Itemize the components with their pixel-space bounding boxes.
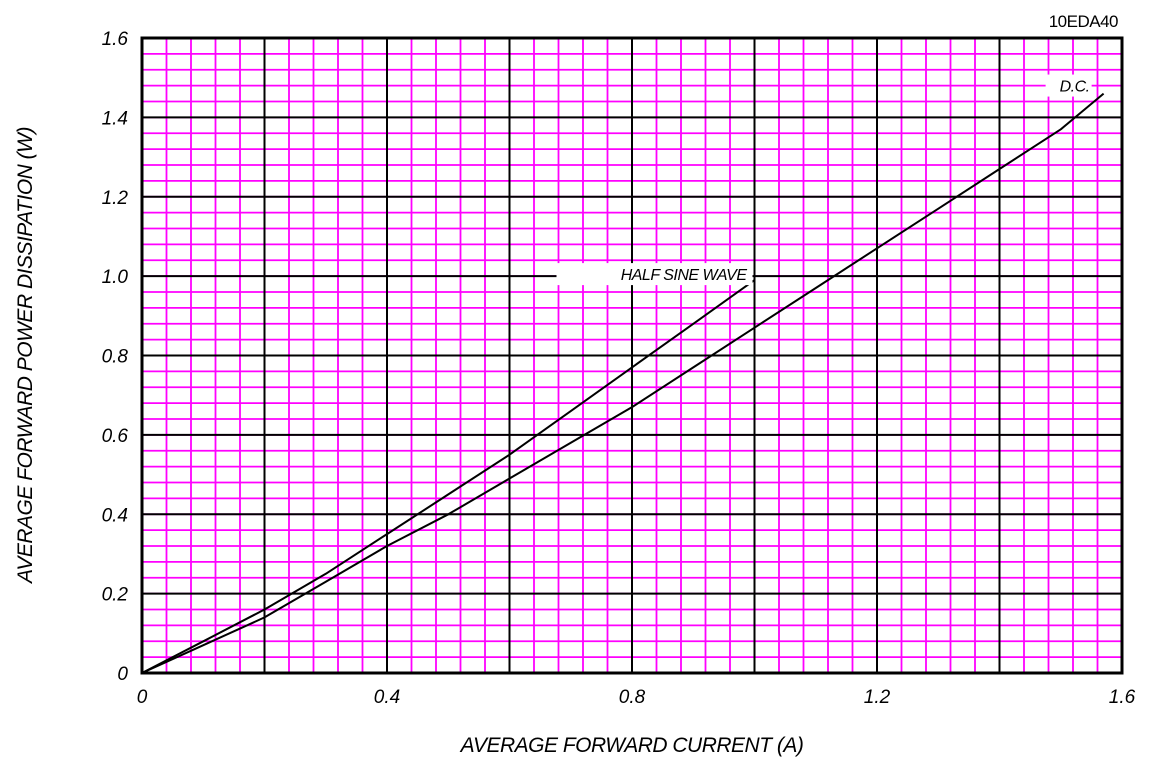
- y-axis-label: AVERAGE FORWARD POWER DISSIPATION (W): [14, 127, 37, 585]
- x-tick-label: 1.6: [1109, 687, 1136, 708]
- x-tick-label: 1.2: [864, 687, 891, 708]
- series-line-half-sine-wave: [141, 279, 756, 674]
- x-tick-label: 0.8: [619, 687, 646, 708]
- x-axis-label: AVERAGE FORWARD CURRENT (A): [459, 734, 804, 757]
- y-tick-label: 0.6: [102, 426, 129, 447]
- x-tick-label: 0: [137, 687, 148, 708]
- x-tick-labels: 0 0.4 0.8 1.2 1.6: [137, 687, 1136, 708]
- y-tick-label: 0: [117, 664, 128, 685]
- y-tick-label: 0.8: [102, 347, 129, 368]
- major-grid: [142, 38, 1122, 673]
- half-sine-label-bg: [556, 263, 753, 286]
- y-tick-label: 1.2: [102, 188, 129, 209]
- y-tick-label: 0.4: [102, 505, 128, 526]
- part-number-label: 10EDA40: [1049, 12, 1118, 31]
- y-tick-label: 0.2: [102, 585, 129, 606]
- series-line-d-c: [141, 92, 1105, 674]
- y-tick-labels: 0 0.2 0.4 0.6 0.8 1.0 1.2 1.4 1.6: [102, 29, 129, 685]
- x-tick-label: 0.4: [374, 687, 400, 708]
- plot-frame: [140, 36, 1124, 675]
- dc-label-bg: [1045, 74, 1092, 97]
- y-tick-label: 1.4: [102, 108, 128, 129]
- series-labels: HALF SINE WAVE D.C.: [556, 74, 1092, 286]
- series-group: [141, 92, 1105, 674]
- y-tick-label: 1.6: [102, 29, 129, 50]
- series-label-half-sine-wave: HALF SINE WAVE: [621, 267, 748, 284]
- series-label-dc: D.C.: [1060, 79, 1090, 96]
- y-tick-label: 1.0: [102, 267, 129, 288]
